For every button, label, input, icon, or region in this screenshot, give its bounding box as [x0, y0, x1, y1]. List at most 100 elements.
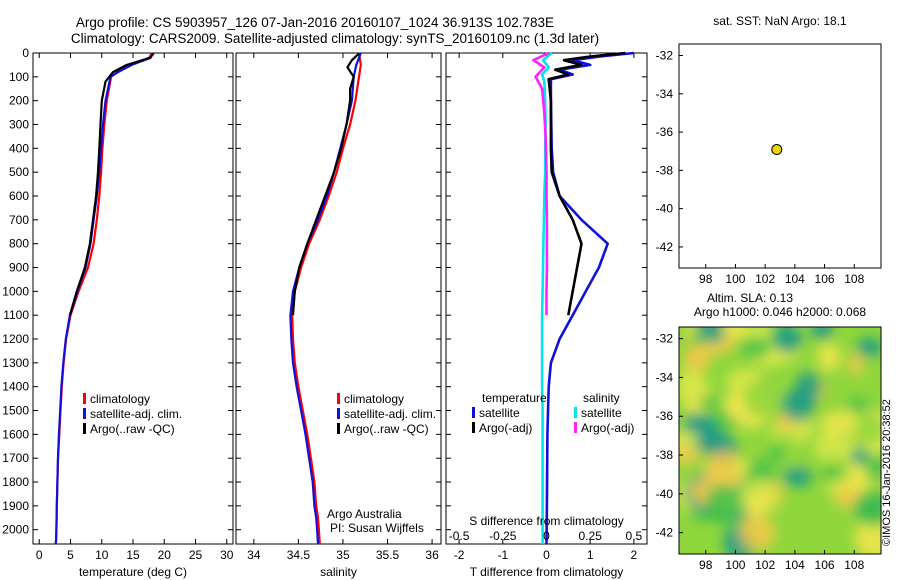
salinity-difference-axis-label: S difference from climatology	[469, 514, 624, 528]
difference-series-group	[532, 51, 635, 545]
heatmap-blob	[740, 336, 772, 359]
temperature-legend-swatch	[83, 393, 86, 404]
sla-ytick-label: -32	[656, 332, 674, 346]
map-ytick-label: -40	[656, 202, 674, 216]
sla-title: Altim. SLA: 0.13	[707, 291, 793, 305]
salinity-legend-label: satellite-adj. clim.	[344, 407, 436, 421]
difference-xtick-label: -2	[454, 548, 465, 562]
heatmap-group	[679, 327, 881, 554]
depth-ytick-label: 1100	[3, 308, 29, 322]
depth-ytick-label: 1000	[2, 284, 29, 298]
map-xtick-label: 104	[785, 272, 805, 286]
sst-title: sat. SST: NaN Argo: 18.1	[713, 14, 847, 28]
difference-salinity-legend-swatch	[574, 422, 577, 433]
h1000-title: Argo h1000: 0.046 h2000: 0.068	[694, 305, 866, 319]
salinity-legend-swatch	[337, 393, 340, 404]
heatmap-blob	[739, 515, 775, 550]
depth-ytick-label: 1800	[2, 475, 29, 489]
heatmap-field	[679, 327, 881, 554]
difference-salinity-legend-swatch	[574, 407, 577, 418]
map-xtick-label: 106	[815, 272, 835, 286]
difference-xtick-label: 2	[631, 548, 638, 562]
difference-line-argo-adj	[547, 51, 626, 316]
temperature-xtick-label: 25	[189, 548, 203, 562]
argo-australia-label: Argo Australia	[327, 507, 402, 521]
difference-temperature-legend-swatch	[472, 407, 475, 418]
difference-temperature-legend-swatch	[472, 422, 475, 433]
heatmap-blob	[705, 450, 746, 489]
heatmap-blob	[847, 354, 864, 376]
heatmap-blob	[742, 378, 782, 418]
difference-line-satellite	[545, 51, 635, 545]
map-xtick-label: 108	[844, 272, 864, 286]
heatmap-blob	[699, 394, 719, 409]
heatmap-blob	[722, 327, 751, 340]
depth-ytick-label: 1500	[2, 404, 29, 418]
temperature-plot-frame	[32, 52, 234, 545]
depth-ytick-label: 1300	[2, 356, 29, 370]
map-ytick-label: -42	[656, 240, 674, 254]
depth-ytick-label: 1700	[2, 451, 29, 465]
difference-xtick-label: -1	[497, 548, 508, 562]
sla-ytick-label: -36	[656, 409, 674, 423]
heatmap-blob	[679, 370, 706, 401]
temperature-legend-swatch	[83, 408, 86, 419]
pi-label: PI: Susan Wijffels	[330, 521, 424, 535]
temperature-difference-axis-label: T difference from climatology	[470, 565, 624, 579]
sla-xtick-label: 108	[844, 558, 864, 572]
temperature-xtick-label: 20	[158, 548, 172, 562]
sla-ytick-label: -38	[656, 448, 674, 462]
salinity-axis-label: salinity	[320, 565, 357, 579]
salinity-xtick-label: 35	[336, 548, 350, 562]
heatmap-blob	[850, 446, 869, 466]
heatmap-blob	[679, 429, 700, 450]
heatmap-blob	[746, 495, 767, 518]
sla-map-frame	[678, 326, 882, 555]
heatmap-blob	[683, 343, 710, 375]
title-line-1: Argo profile: CS 5903957_126 07-Jan-2016…	[76, 15, 554, 30]
map-xtick-label: 98	[699, 272, 713, 286]
depth-ytick-label: 1400	[2, 380, 29, 394]
sla-xtick-label: 106	[815, 558, 835, 572]
temperature-axis-label: temperature (deg C)	[79, 565, 187, 579]
imos-credit: ©IMOS 16-Jan-2016 20:38:52	[881, 399, 893, 546]
salinity-legend-swatch	[337, 423, 340, 434]
heatmap-blob	[853, 489, 881, 527]
temperature-xtick-label: 15	[126, 548, 140, 562]
salinity-difference-tick-label: 0.5	[626, 529, 643, 543]
salinity-difference-tick-label: -0.5	[449, 529, 470, 543]
difference-salinity-legend-label: Argo(-adj)	[581, 421, 634, 435]
heatmap-blob	[856, 337, 881, 358]
temperature-xtick-label: 30	[220, 548, 234, 562]
temperature-series-group	[54, 52, 155, 545]
salinity-difference-tick-label: 0.25	[579, 529, 603, 543]
sla-xtick-label: 98	[699, 558, 713, 572]
depth-ytick-label: 600	[9, 189, 29, 203]
heatmap-blob	[817, 342, 841, 372]
salinity-difference-tick-label: -0.25	[489, 529, 517, 543]
salinity-xtick-label: 35.5	[376, 548, 400, 562]
heatmap-blob	[781, 444, 802, 468]
depth-ytick-label: 900	[9, 261, 29, 275]
depth-ytick-label: 700	[9, 213, 29, 227]
heatmap-blob	[845, 466, 872, 493]
salinity-xtick-label: 36	[425, 548, 439, 562]
salinity-series-group	[289, 52, 362, 545]
sla-xtick-label: 104	[785, 558, 805, 572]
difference-legend-temperature-header: temperature	[482, 391, 547, 405]
temperature-xtick-label: 0	[36, 548, 43, 562]
sla-xtick-label: 102	[755, 558, 775, 572]
salinity-legend-swatch	[337, 408, 340, 419]
heatmap-blob	[781, 389, 816, 422]
argo-position-marker	[771, 144, 783, 156]
map-ytick-label: -32	[656, 48, 674, 62]
sla-ytick-label: -34	[656, 370, 674, 384]
difference-line-argo-adj	[532, 51, 550, 316]
depth-ytick-label: 1200	[2, 332, 29, 346]
temperature-xtick-label: 5	[67, 548, 74, 562]
salinity-legend-label: Argo(..raw -QC)	[344, 422, 429, 436]
depth-ytick-label: 200	[9, 94, 29, 108]
heatmap-blob	[819, 410, 856, 438]
salinity-plot-frame	[235, 52, 442, 545]
